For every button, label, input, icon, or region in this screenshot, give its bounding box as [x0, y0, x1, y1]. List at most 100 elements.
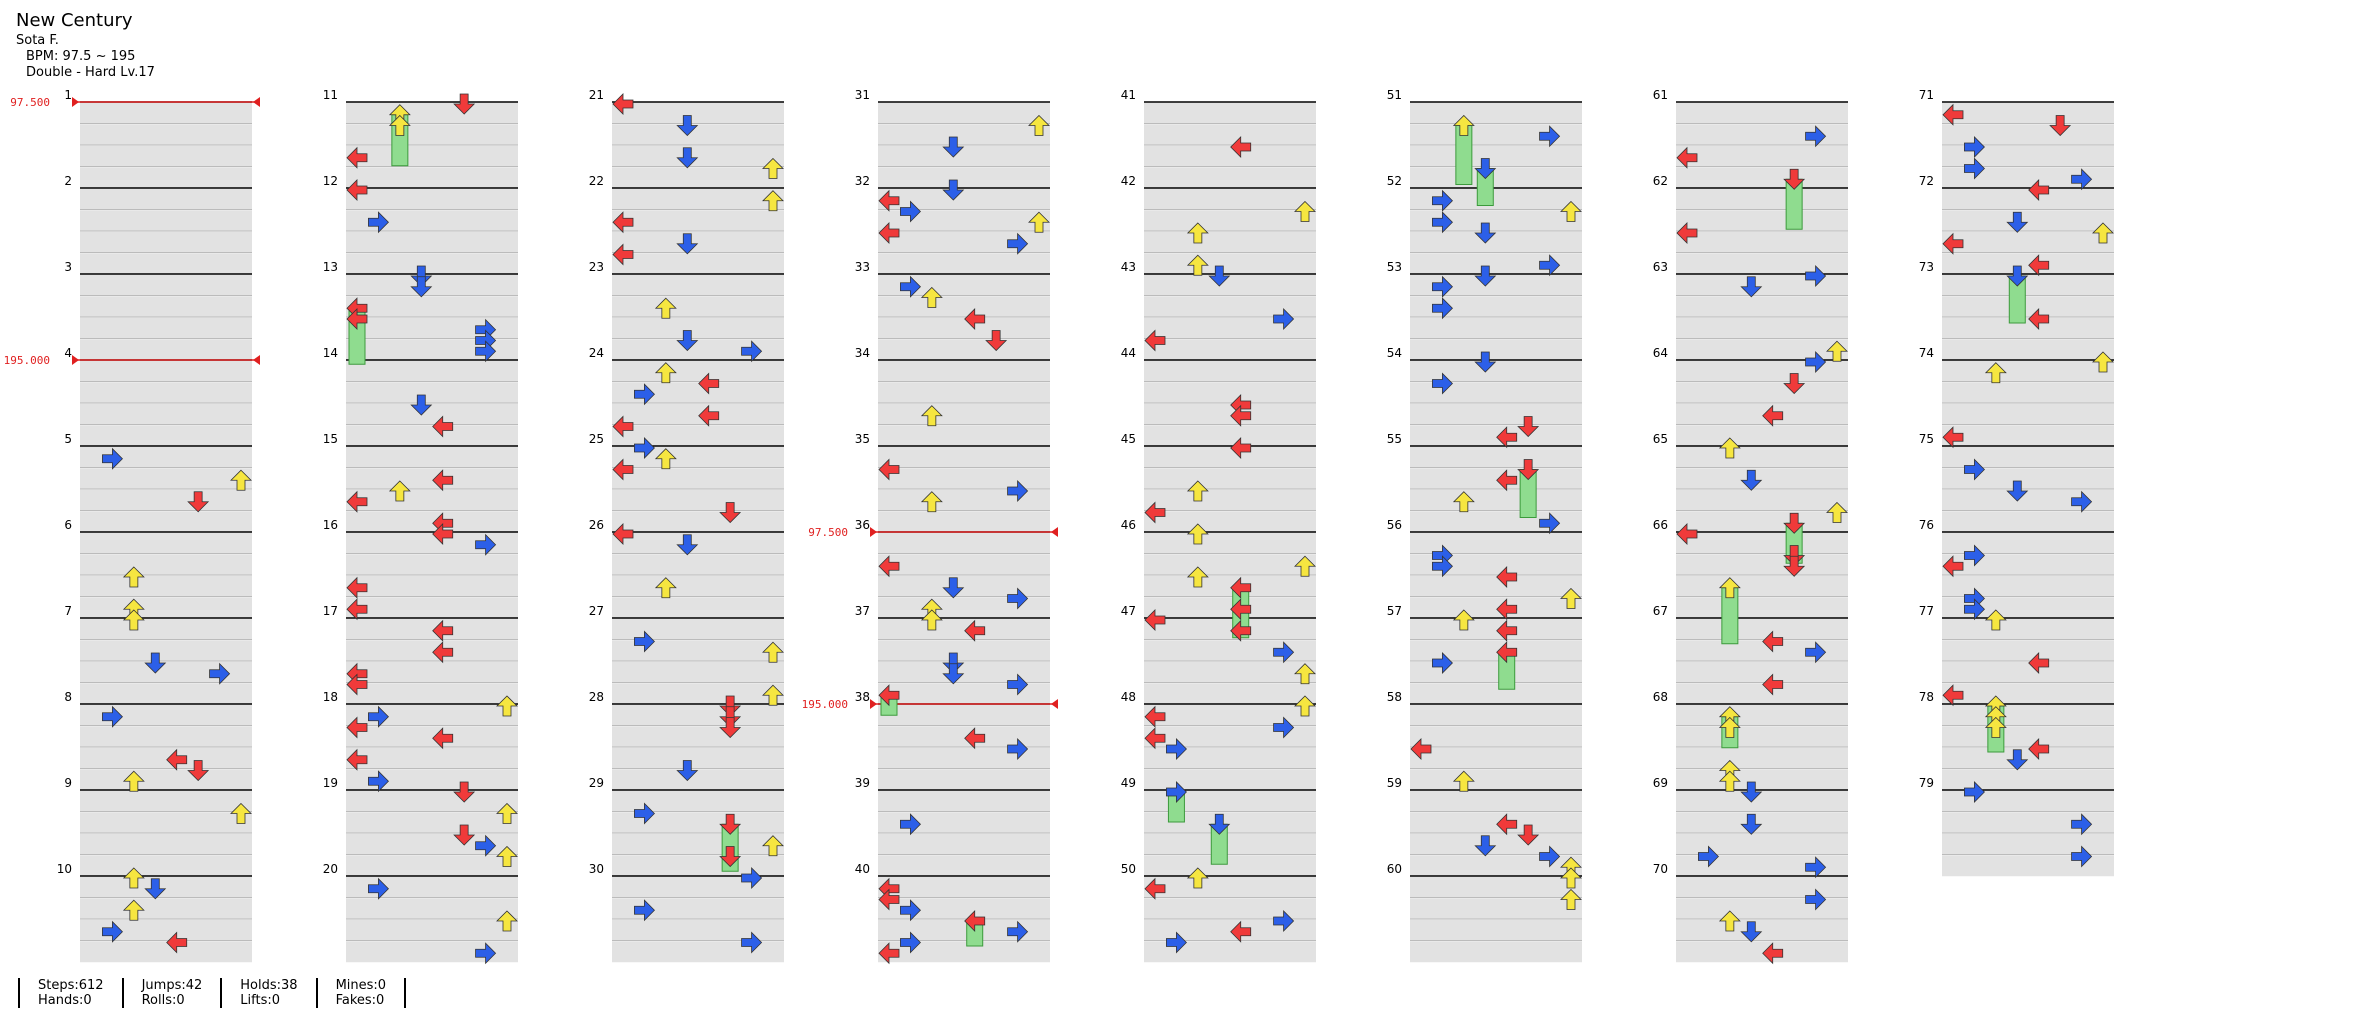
arrow-note [719, 706, 742, 728]
beat-band [346, 575, 518, 597]
arrow-note [1452, 114, 1475, 136]
beat-band [612, 231, 784, 253]
arrow-note [1474, 158, 1497, 180]
arrow-note [698, 404, 720, 427]
beat-band [80, 726, 252, 748]
measure-number: 58 [1387, 690, 1402, 704]
beat-band [346, 403, 518, 425]
beat-band [1144, 618, 1316, 640]
arrow-note [634, 899, 655, 922]
beat-band [1410, 446, 1582, 468]
arrow-note [762, 684, 784, 706]
measure-number: 71 [1919, 88, 1934, 102]
measure-number: 4 [64, 346, 72, 360]
measure-number: 34 [855, 346, 870, 360]
beat-band [346, 747, 518, 769]
arrow-note [2028, 738, 2050, 760]
measure-number: 40 [855, 862, 870, 876]
song-title: New Century [16, 10, 133, 31]
beat-band [1942, 253, 2114, 275]
arrow-note [1496, 813, 1518, 836]
measure-number: 76 [1919, 518, 1934, 532]
beat-band [1410, 876, 1582, 898]
beat-band [1410, 575, 1582, 597]
arrow-note [122, 566, 145, 588]
beat-band [1676, 425, 1848, 447]
arrow-note [878, 555, 900, 578]
arrow-note [1230, 404, 1252, 427]
arrow-note [878, 942, 900, 965]
arrow-note [1964, 598, 1985, 621]
beat-band [346, 511, 518, 533]
arrow-note [1230, 576, 1252, 599]
measure-number: 28 [589, 690, 604, 704]
arrow-note [1230, 920, 1252, 943]
measure-number: 74 [1919, 346, 1934, 360]
chart-column: 41 42 43 44 45 46 47 48 49 50 [1121, 88, 1316, 963]
beat-band [1942, 511, 2114, 533]
arrow-note [676, 760, 699, 782]
arrow-note [475, 340, 497, 363]
beat-band [1676, 339, 1848, 361]
beat-band [346, 210, 518, 232]
beat-band [612, 661, 784, 683]
beat-band [612, 145, 784, 167]
beat-band [1942, 231, 2114, 253]
arrow-note [1496, 619, 1518, 642]
measure-number: 72 [1919, 174, 1934, 188]
arrow-note [612, 523, 634, 545]
arrow-note [1007, 920, 1029, 943]
arrow-note [762, 641, 784, 663]
beat-band [346, 317, 518, 339]
beat-band [1942, 640, 2114, 662]
beat-band [878, 855, 1050, 877]
beat-band [80, 898, 252, 920]
measure-number: 48 [1121, 690, 1136, 704]
measure-number: 59 [1387, 776, 1402, 790]
arrow-note [698, 372, 720, 395]
beat-band [80, 210, 252, 232]
beat-band [1144, 704, 1316, 726]
beat-band [1144, 339, 1316, 361]
measure-number: 79 [1919, 776, 1934, 790]
measure-number: 17 [323, 604, 338, 618]
beat-band [1942, 382, 2114, 404]
beat-band [1942, 425, 2114, 447]
arrow-note [410, 394, 433, 416]
measure-number: 37 [855, 604, 870, 618]
measure-number: 20 [323, 862, 338, 876]
arrow-note [346, 576, 368, 599]
arrow-note [1942, 684, 1964, 707]
beat-band [346, 532, 518, 554]
arrow-note [1539, 845, 1561, 868]
measure-number: 16 [323, 518, 338, 532]
bpm-change-marker: 97.500 [10, 96, 260, 109]
arrow-note [432, 415, 454, 438]
beat-band [1144, 855, 1316, 877]
arrow-note [388, 114, 411, 136]
beat-band [878, 683, 1050, 705]
beat-band [612, 855, 784, 877]
beat-band [1942, 145, 2114, 167]
arrow-note [1007, 480, 1029, 502]
beat-band [1144, 102, 1316, 124]
beat-band [1410, 898, 1582, 920]
chart-header: New Century Sota F. BPM: 97.5 ~ 195 Doub… [16, 10, 155, 81]
beat-band [878, 876, 1050, 898]
beat-band [1144, 489, 1316, 511]
arrow-note [2006, 211, 2029, 233]
beat-band [1144, 812, 1316, 834]
arrow-note [453, 93, 476, 115]
arrow-note [1474, 351, 1497, 373]
beat-band [1676, 812, 1848, 834]
arrow-note [1517, 824, 1540, 846]
beat-band [612, 575, 784, 597]
arrow-note [1560, 888, 1582, 910]
beat-band [878, 640, 1050, 662]
beat-band [346, 704, 518, 726]
beat-band [612, 489, 784, 511]
arrow-note [1432, 189, 1453, 212]
arrow-note [762, 835, 784, 857]
beat-band [80, 425, 252, 447]
beat-band [346, 941, 518, 963]
